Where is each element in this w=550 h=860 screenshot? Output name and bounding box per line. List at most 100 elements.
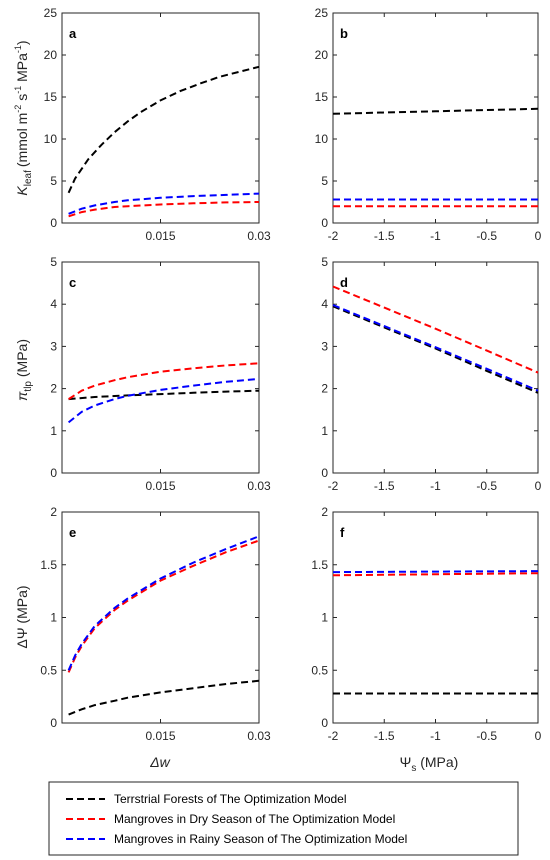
y-tick-label: 5 <box>321 255 328 269</box>
y-tick-label: 4 <box>321 297 328 311</box>
y-tick-label: 5 <box>50 174 57 188</box>
y-tick-label: 0 <box>50 716 57 730</box>
panel-d-frame <box>332 261 539 474</box>
x-tick-label: -2 <box>328 729 339 743</box>
x-tick-label: 0 <box>535 229 542 243</box>
x-axis-label-dw: Δw <box>149 754 170 770</box>
y-tick-label: 1 <box>321 424 328 438</box>
y-tick-label: 0 <box>50 466 57 480</box>
kleaf-units-mid2: MPa <box>14 53 30 86</box>
kleaf-units-mid: s <box>14 94 30 105</box>
y-tick-label: 1 <box>50 424 57 438</box>
panel-letter: b <box>340 26 348 41</box>
y-tick-label: 10 <box>44 132 58 146</box>
psis-units: (MPa) <box>416 754 458 770</box>
legend-item: Mangroves in Rainy Season of The Optimiz… <box>66 832 407 846</box>
y-tick-label: 15 <box>315 90 329 104</box>
panel-letter: f <box>340 525 345 540</box>
kleaf-subscript: leaf <box>23 170 34 186</box>
series-line <box>332 285 539 374</box>
psis-symbol: Ψ <box>400 754 412 770</box>
x-tick-label: -2 <box>328 229 339 243</box>
series-line <box>332 570 539 574</box>
y-tick-label: 0 <box>321 216 328 230</box>
x-tick-label: -1.5 <box>374 479 395 493</box>
y-tick-label: 2 <box>50 505 57 519</box>
series-line <box>67 535 260 671</box>
panel-letter: d <box>340 275 348 290</box>
panel-f-frame <box>332 511 539 724</box>
y-tick-label: 25 <box>315 6 329 20</box>
y-tick-label: 0.5 <box>311 663 328 677</box>
pi-subscript: tlp <box>23 381 34 392</box>
y-axis-label-kleaf: Kleaf(mmol m-2 s-1 MPa-1) <box>13 40 34 195</box>
y-tick-label: 5 <box>50 255 57 269</box>
legend-box <box>48 781 519 856</box>
series-line <box>332 572 539 577</box>
x-tick-label: 0 <box>535 479 542 493</box>
x-tick-label: -2 <box>328 479 339 493</box>
y-axis-label-dpsi: ΔΨ (MPa) <box>14 585 30 648</box>
x-tick-label: -0.5 <box>476 479 497 493</box>
y-tick-label: 0 <box>50 216 57 230</box>
series-line <box>68 679 260 716</box>
y-tick-label: 3 <box>321 339 328 353</box>
x-tick-label: 0.015 <box>145 479 175 493</box>
y-tick-label: 1.5 <box>40 558 57 572</box>
y-axis-label-pi: πtlp (MPa) <box>14 339 34 401</box>
y-tick-label: 2 <box>50 382 57 396</box>
y-tick-label: 15 <box>44 90 58 104</box>
x-tick-label: -0.5 <box>476 229 497 243</box>
series-line <box>68 192 260 215</box>
x-tick-label: 0.03 <box>247 479 271 493</box>
series-line <box>67 377 260 424</box>
series-line <box>332 305 539 394</box>
pi-symbol: π <box>14 391 30 401</box>
series-line <box>67 65 260 194</box>
y-tick-label: 0 <box>321 716 328 730</box>
panel-b-frame <box>332 12 539 224</box>
panel-b: 0 5 10 15 20 25 -2 -1.5 -1 -0.5 0 b <box>315 6 542 243</box>
panel-d: 0 1 2 3 4 5 -2 -1.5 -1 -0.5 0 d <box>321 255 541 493</box>
series-line <box>332 107 539 115</box>
y-tick-label: 25 <box>44 6 58 20</box>
kleaf-exp2: -1 <box>13 86 23 94</box>
x-tick-label: 0 <box>535 729 542 743</box>
x-tick-label: -1 <box>430 479 441 493</box>
legend: Terrstrial Forests of The Optimization M… <box>48 781 519 856</box>
series-line <box>68 201 260 218</box>
kleaf-symbol: K <box>14 186 30 196</box>
y-tick-label: 2 <box>321 382 328 396</box>
x-tick-label: 0.03 <box>247 229 271 243</box>
kleaf-units-close: ) <box>14 40 30 45</box>
y-tick-label: 1 <box>50 611 57 625</box>
y-tick-label: 10 <box>315 132 329 146</box>
x-tick-label: -1 <box>430 729 441 743</box>
kleaf-exp3: -1 <box>13 45 23 53</box>
x-axis-label-psis: Ψs (MPa) <box>400 754 459 774</box>
legend-item: Mangroves in Dry Season of The Optimizat… <box>66 812 395 826</box>
panel-e-frame <box>61 511 260 724</box>
y-tick-label: 4 <box>50 297 57 311</box>
x-tick-label: 0.03 <box>247 729 271 743</box>
panel-a-frame <box>61 12 260 224</box>
x-tick-label: 0.015 <box>145 729 175 743</box>
y-tick-label: 1 <box>321 611 328 625</box>
legend-label: Mangroves in Dry Season of The Optimizat… <box>114 812 395 826</box>
panel-c-frame <box>61 261 260 474</box>
y-tick-label: 1.5 <box>311 558 328 572</box>
panel-letter: e <box>69 525 76 540</box>
panel-letter: c <box>69 275 76 290</box>
x-tick-label: -1 <box>430 229 441 243</box>
y-tick-label: 0 <box>321 466 328 480</box>
panel-e: 0 0.5 1 1.5 2 0.015 0.03 e <box>40 505 271 743</box>
y-tick-label: 0.5 <box>40 663 57 677</box>
y-tick-label: 20 <box>315 48 329 62</box>
panel-a: 0 5 10 15 20 25 0.015 0.03 a <box>44 6 271 243</box>
series-line <box>68 389 260 401</box>
legend-item: Terrstrial Forests of The Optimization M… <box>66 792 347 806</box>
series-line <box>332 304 539 392</box>
y-tick-label: 5 <box>321 174 328 188</box>
